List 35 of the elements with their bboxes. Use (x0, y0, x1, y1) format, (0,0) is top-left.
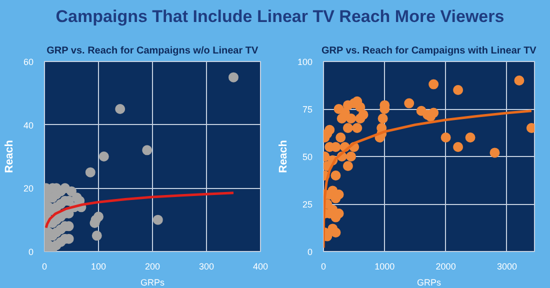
line-series (324, 110, 533, 249)
x-tick-label: 300 (198, 262, 214, 272)
y-axis-title: Reach (3, 140, 16, 174)
x-tick-label: 3000 (496, 262, 517, 272)
x-tick-label: 0 (42, 262, 48, 272)
y-tick-label: 75 (302, 104, 313, 114)
y-tick-label: 100 (297, 57, 313, 67)
y-tick-label: 40 (23, 120, 34, 130)
x-tick-label: 200 (144, 262, 160, 272)
point (85, 167, 96, 178)
chart-title: GRP vs. Reach for Campaigns w/o Linear TV (46, 46, 259, 56)
chart-title: GRP vs. Reach for Campaigns with Linear TV (321, 46, 537, 56)
y-tick-label: 25 (302, 200, 313, 210)
point (92, 230, 102, 241)
y-tick-label: 50 (302, 152, 313, 162)
y-tick-label: 20 (23, 184, 34, 194)
point (152, 214, 163, 225)
point (142, 145, 152, 156)
x-tick-label: 1000 (374, 262, 395, 272)
point (98, 152, 109, 162)
y-tick-label: 0 (307, 247, 313, 257)
y-tick-label: 0 (28, 247, 34, 257)
x-tick-label: 400 (252, 262, 268, 272)
point (115, 104, 126, 114)
x-axis-title: GRPs (140, 278, 165, 288)
point (66, 186, 76, 196)
x-tick-label: 2000 (436, 262, 456, 272)
x-tick-label: 100 (90, 262, 106, 272)
y-tick-label: 60 (23, 57, 34, 67)
x-tick-label: 0 (320, 262, 326, 272)
y-axis-title: Reach (277, 140, 290, 174)
x-axis-title: GRPs (417, 278, 442, 288)
point (228, 72, 238, 82)
point (94, 212, 104, 222)
text: Campaigns That Include Linear TV Reach More Viewers (56, 6, 504, 28)
